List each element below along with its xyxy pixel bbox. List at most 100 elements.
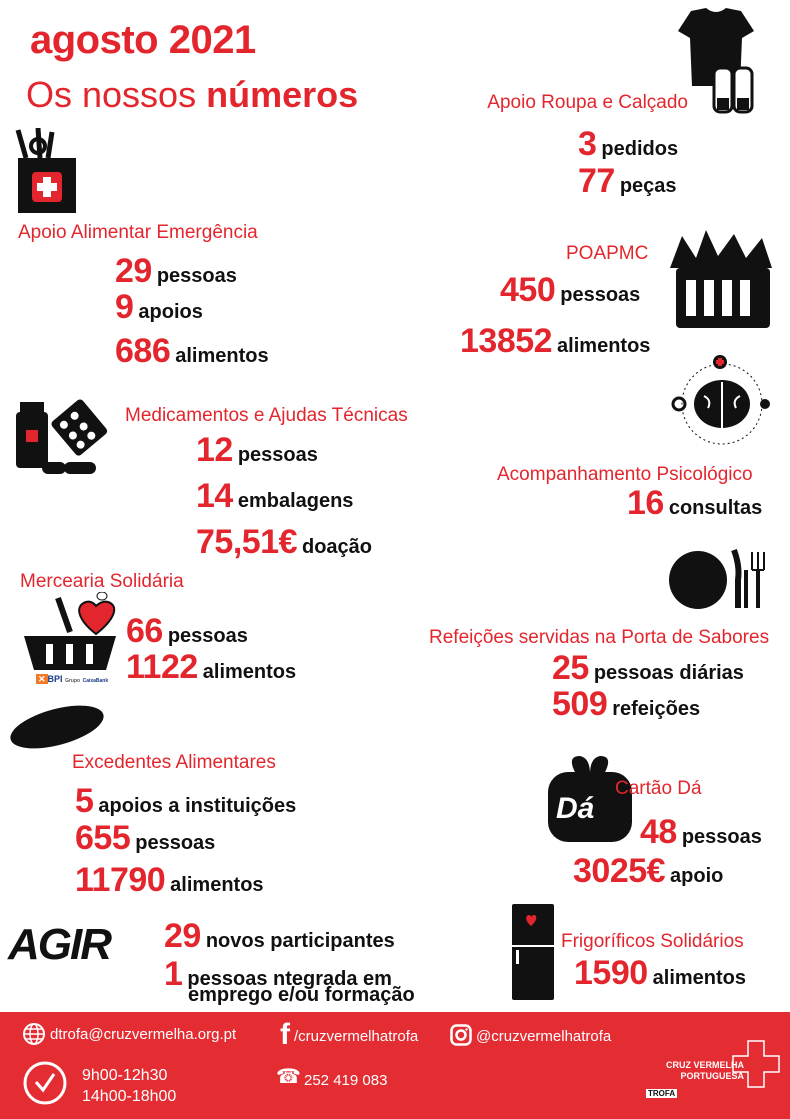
stat-value: 48 [640,813,677,851]
section-title-alimentar: Apoio Alimentar Emergência [18,222,258,243]
footer-email[interactable]: dtrofa@cruzvermelha.org.pt [50,1026,237,1043]
stat-value: 29 [115,252,152,290]
stat-value: 11790 [75,861,166,899]
footer-hours-morning: 9h00-12h30 [82,1067,168,1084]
section-title-medicamentos: Medicamentos e Ajudas Técnicas [125,405,408,426]
subtitle-bold: números [206,74,359,115]
page-subtitle: Os nossos números [26,74,358,116]
fridge-icon [510,902,556,1002]
grocery-basket-icon [662,228,780,332]
clothes-shoes-icon [676,6,756,116]
stat-label: consultas [668,497,763,519]
clock-icon [22,1060,68,1106]
stat-value: 77 [578,162,615,200]
section-title-poapmc: POAPMC [566,243,649,264]
stat-mercearia-pessoas: 66 pessoas [126,613,248,656]
stat-psicologico-consultas: 16 consultas [627,485,762,528]
section-title-excedentes: Excedentes Alimentares [72,752,276,773]
stat-label: alimentos [175,345,269,367]
stat-label: pessoas ntegrada em [187,968,392,990]
stat-medicamentos-embalagens: 14 embalagens [196,478,353,521]
stat-value: 1 [164,955,183,993]
stat-label: pessoas [156,265,237,287]
stat-label: embalagens [237,490,354,512]
stat-value: 655 [75,819,131,857]
stat-label: apoios [138,301,203,323]
stat-value: 1590 [574,954,648,992]
stat-label: pessoas diárias [593,662,744,684]
section-title-mercearia: Mercearia Solidária [20,571,184,592]
stat-medicamentos-doacao: 75,51€ doação [196,524,372,567]
stat-label: alimentos [202,661,297,683]
stat-excedentes-alimentos: 11790 alimentos [75,862,264,905]
food-bag-icon [8,128,80,216]
stat-value: 13852 [460,322,553,360]
section-title-cartao: Cartão Dá [615,778,702,799]
stat-label: pedidos [601,138,679,160]
org-branch: TROFA [646,1089,678,1098]
bread-icon [8,700,106,754]
stat-label: pessoas [237,444,318,466]
stat-cartao-pessoas: 48 pessoas [640,814,762,857]
stat-value: 3025€ [573,852,666,890]
stat-label: peças [619,175,677,197]
stat-label: doação [302,536,373,558]
stat-value: 5 [75,782,94,820]
stat-value: 29 [164,917,201,955]
stat-mercearia-alimentos: 1122 alimentos [126,649,296,692]
stat-label: pessoas [167,625,248,647]
stat-cartao-apoio: 3025€ apoio [573,853,723,896]
instagram-icon [450,1024,472,1046]
stat-label: alimentos [557,335,651,357]
stat-excedentes-pessoas: 655 pessoas [75,820,215,863]
stat-value: 9 [115,288,134,326]
stat-alimentar-pessoas: 29 pessoas [115,253,237,296]
stat-value: 686 [115,332,171,370]
stat-alimentar-alimentos: 686 alimentos [115,333,269,376]
stat-value: 450 [500,271,556,309]
stat-label: apoios a instituições [98,795,297,817]
stat-value: 14 [196,477,233,515]
section-title-roupa: Apoio Roupa e Calçado [487,92,688,113]
stat-alimentar-apoios: 9 apoios [115,289,203,332]
footer-instagram[interactable]: @cruzvermelhatrofa [476,1028,612,1045]
stat-label: pessoas [135,832,216,854]
phone-icon: ☎ [276,1066,301,1088]
stat-poapmc-alimentos: 13852 alimentos [460,323,650,366]
section-title-refeicoes: Refeições servidas na Porta de Sabores [429,627,770,648]
stat-excedentes-apoios: 5 apoios a instituições [75,783,296,826]
stat-poapmc-pessoas: 450 pessoas [500,272,640,315]
footer-facebook[interactable]: /cruzvermelhatrofa [294,1028,419,1045]
stat-frigorificos-alimentos: 1590 alimentos [574,955,746,998]
stat-label: pessoas [681,826,762,848]
stat-agir-integrada: 1 pessoas ntegrada em [164,956,392,999]
stat-label: novos participantes [205,930,395,952]
footer: dtrofa@cruzvermelha.org.pt f /cruzvermel… [0,1012,790,1119]
stat-refeicoes-refeicoes: 509 refeições [552,686,700,729]
stat-agir-participantes: 29 novos participantes [164,918,395,961]
cartao-logo-text: Dá [556,792,595,825]
heart-basket-icon [22,592,118,672]
gift-card-icon: Dá [546,752,634,844]
stat-label: alimentos [170,874,264,896]
footer-hours-afternoon: 14h00-18h00 [82,1088,177,1105]
subtitle-prefix: Os nossos [26,74,197,115]
org-name-line2: PORTUGUESA [680,1071,744,1081]
sponsor-logo: ✕ BPI Grupo CaixaBank [36,674,109,684]
brain-icon [670,352,774,448]
footer-phone[interactable]: 252 419 083 [304,1072,388,1089]
medicine-icon [14,396,110,478]
stat-value: 3 [578,125,597,163]
stat-value: 66 [126,612,163,650]
stat-roupa-pedidos: 3 pedidos [578,126,678,169]
facebook-icon: f [280,1018,290,1051]
stat-value: 509 [552,685,608,723]
stat-value: 75,51€ [196,523,298,561]
org-name-line1: CRUZ VERMELHA [666,1060,744,1070]
stat-value: 25 [552,649,589,687]
plate-cutlery-icon [668,546,766,610]
stat-label: pessoas [560,284,641,306]
section-title-frigorificos: Frigoríficos Solidários [561,931,744,952]
stat-label: apoio [670,865,724,887]
red-cross-logo-icon [732,1040,780,1088]
